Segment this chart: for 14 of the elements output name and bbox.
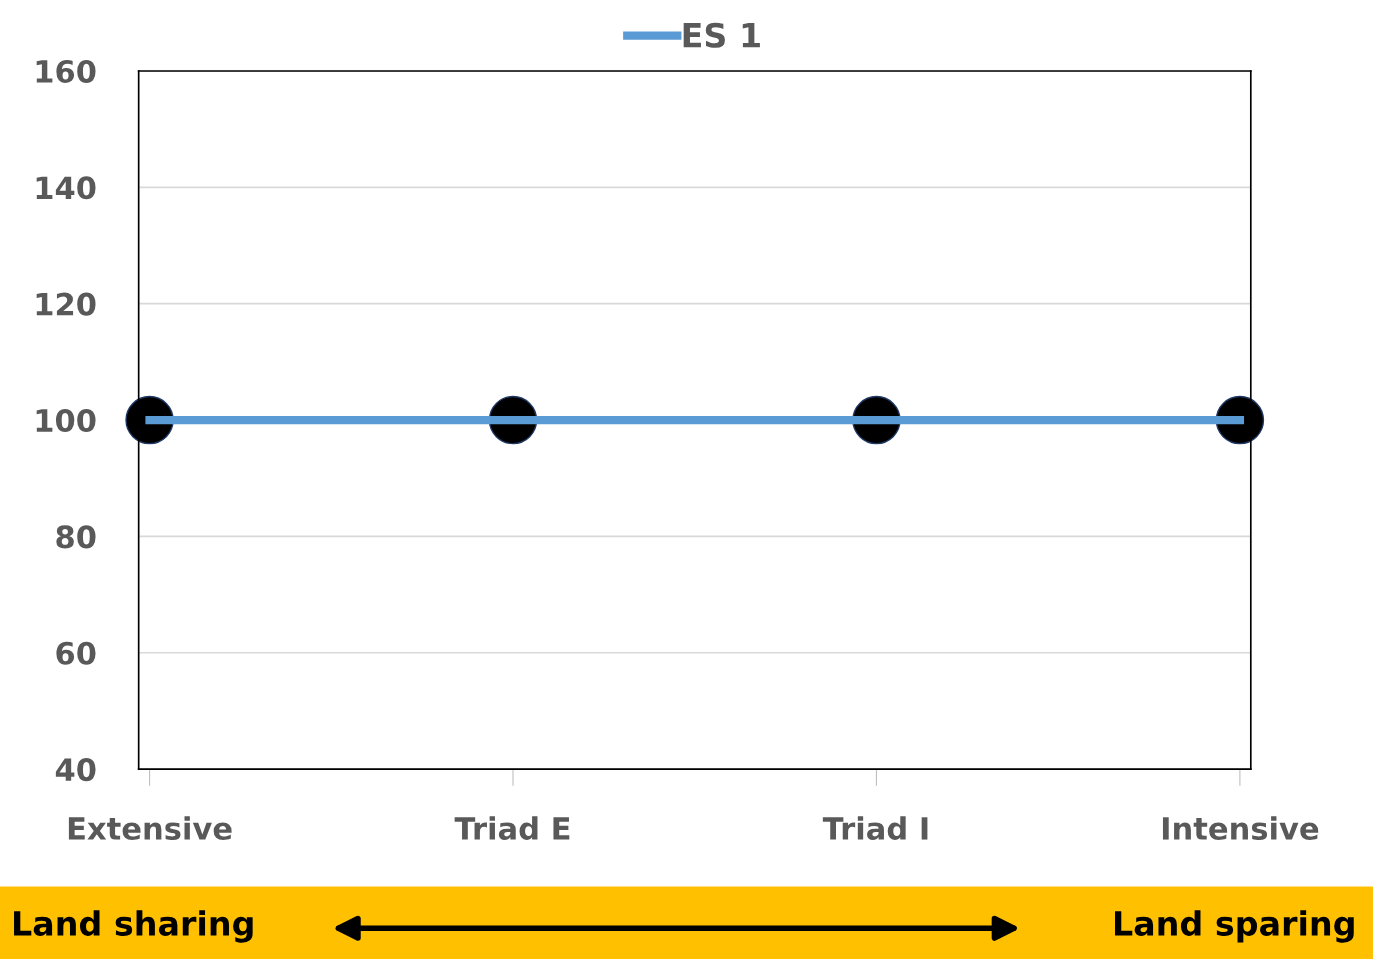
y-tick-label: 40 xyxy=(55,758,96,782)
text: Land sparing xyxy=(1115,910,1354,943)
y-tick-label: 100 xyxy=(36,408,96,433)
y-tick-label: 140 xyxy=(36,176,96,200)
x-tick-label: Triad E xyxy=(454,816,570,840)
x-tick-label: Triad I xyxy=(822,816,928,840)
y-tick-label: 60 xyxy=(56,641,96,665)
y-tick-label: 80 xyxy=(56,525,96,549)
text: Land sharing xyxy=(14,910,253,943)
x-tick-label: Intensive xyxy=(1162,816,1319,840)
x-tick-label: Extensive xyxy=(68,816,232,840)
y-tick-label: 160 xyxy=(36,59,96,84)
legend-label: ES 1 xyxy=(683,22,760,48)
y-tick-label: 120 xyxy=(36,292,96,316)
